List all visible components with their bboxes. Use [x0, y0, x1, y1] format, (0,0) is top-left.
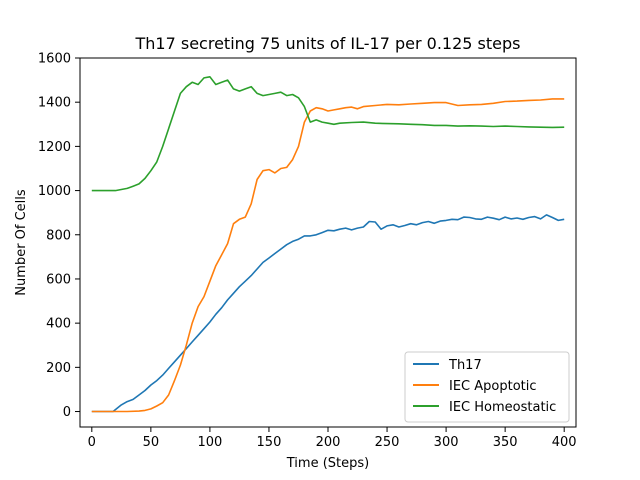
y-tick-label: 1000 — [38, 184, 71, 199]
x-tick-label: 0 — [88, 435, 96, 450]
legend-entry: IEC Homeostatic — [449, 400, 556, 415]
y-tick-label: 800 — [46, 228, 71, 243]
legend-entry: Th17 — [448, 358, 482, 373]
x-tick-label: 250 — [375, 435, 400, 450]
series-line-iec-homeostatic — [91, 76, 565, 192]
y-axis-ticks: 0 200 400 600 800 1000 1200 1400 1600 — [38, 52, 80, 420]
x-tick-label: 200 — [316, 435, 341, 450]
y-tick-label: 0 — [63, 405, 71, 420]
y-tick-label: 600 — [46, 272, 71, 287]
series-line-th17 — [91, 214, 565, 413]
x-axis-ticks: 0 50 100 150 200 250 300 350 400 — [88, 427, 577, 450]
series-line-iec-apoptotic — [91, 98, 565, 413]
y-tick-label: 200 — [46, 361, 71, 376]
legend-box — [404, 351, 570, 423]
x-tick-label: 350 — [493, 435, 518, 450]
legend-entry: IEC Apoptotic — [449, 379, 537, 394]
x-tick-label: 50 — [143, 435, 160, 450]
legend: Th17 IEC Apoptotic IEC Homeostatic — [404, 351, 570, 423]
y-tick-label: 1600 — [38, 52, 71, 67]
x-tick-label: 400 — [552, 435, 577, 450]
y-tick-label: 1200 — [38, 140, 71, 155]
series-lines — [91, 76, 565, 413]
chart-title: Th17 secreting 75 units of IL-17 per 0.1… — [135, 34, 521, 53]
x-tick-label: 300 — [434, 435, 459, 450]
y-axis-label: Number Of Cells — [14, 189, 29, 296]
x-tick-label: 100 — [197, 435, 222, 450]
x-tick-label: 150 — [257, 435, 282, 450]
x-axis-label: Time (Steps) — [286, 456, 369, 471]
y-tick-label: 1400 — [38, 96, 71, 111]
y-tick-label: 400 — [46, 317, 71, 332]
